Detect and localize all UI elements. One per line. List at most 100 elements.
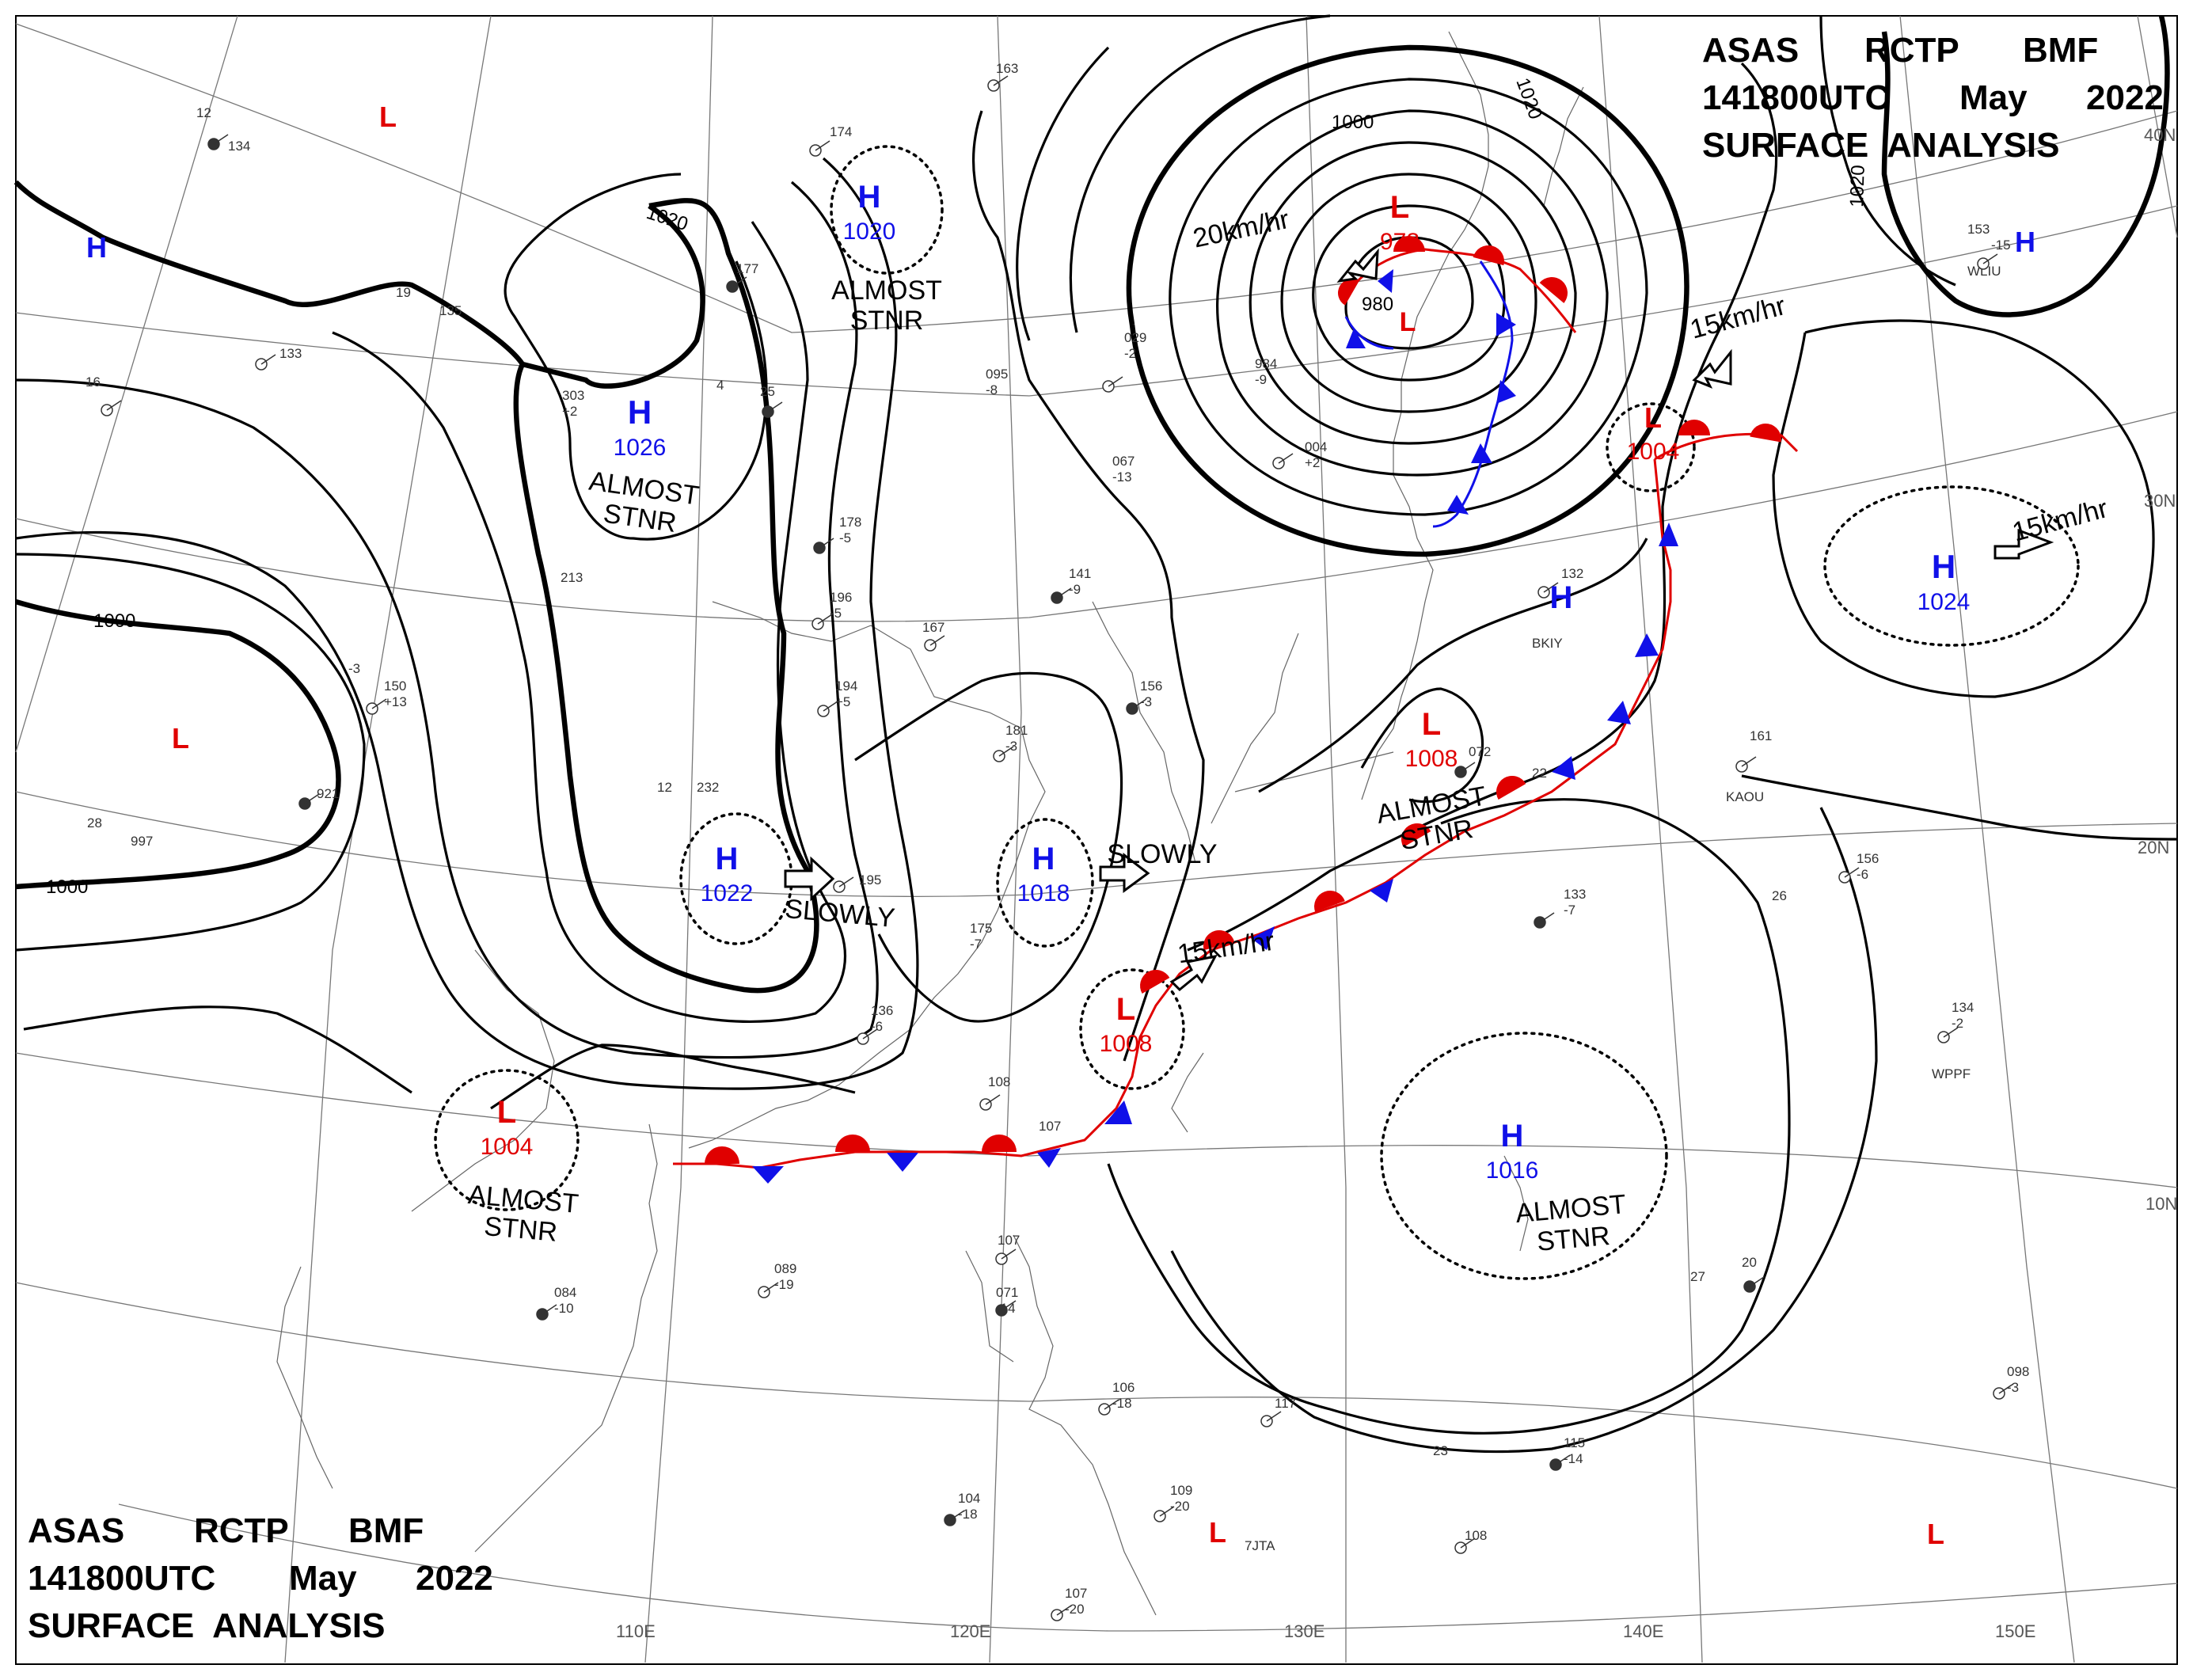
svg-text:133: 133: [1564, 887, 1586, 902]
high-center-10: H: [2015, 226, 2035, 258]
station-observations: 12 134 163 174 177 19 135 133 16 303 +2 …: [86, 61, 2029, 1617]
svg-text:194: 194: [835, 678, 857, 694]
svg-text:167: 167: [922, 620, 944, 635]
svg-text:25: 25: [760, 384, 775, 399]
svg-text:-9: -9: [1255, 372, 1267, 387]
wind-barb: [1266, 1411, 1282, 1422]
low-center-14: L: [1116, 992, 1135, 1027]
svg-text:130E: 130E: [1284, 1621, 1325, 1641]
header-bottom: ASAS RCTP BMF 141800UTC May 2022 SURFACE…: [28, 1511, 493, 1645]
svg-text:-18: -18: [958, 1507, 978, 1522]
svg-text:22: 22: [1532, 766, 1547, 781]
svg-text:1000: 1000: [46, 876, 88, 898]
svg-text:196: 196: [830, 590, 852, 605]
wind-barb: [985, 1094, 1001, 1105]
svg-text:098: 098: [2007, 1364, 2029, 1379]
svg-text:104: 104: [958, 1491, 980, 1506]
svg-text:108: 108: [988, 1074, 1010, 1089]
svg-text:134: 134: [1952, 1000, 1974, 1015]
center-pressure-16: 1016: [1486, 1157, 1539, 1184]
wind-barb: [823, 701, 838, 712]
svg-text:141: 141: [1069, 566, 1091, 581]
svg-text:120E: 120E: [950, 1621, 990, 1641]
svg-text:1000: 1000: [93, 610, 135, 632]
svg-text:213: 213: [561, 570, 583, 585]
wind-barb: [1104, 1399, 1119, 1410]
svg-text:SURFACE ANALYSIS: SURFACE ANALYSIS: [28, 1606, 386, 1645]
svg-text:115: 115: [1564, 1435, 1585, 1450]
wind-barb: [213, 134, 229, 145]
svg-text:4: 4: [716, 378, 724, 393]
motion-note-9: ALMOSTSTNR: [464, 1180, 580, 1249]
svg-text:+5: +5: [835, 694, 850, 709]
wind-barb: [998, 746, 1014, 757]
svg-text:-2: -2: [1952, 1016, 1963, 1031]
wind-barb: [304, 793, 320, 804]
svg-text:ASAS: ASAS: [1702, 31, 1799, 70]
svg-text:153: 153: [1967, 222, 1990, 237]
svg-text:107: 107: [1039, 1119, 1061, 1134]
svg-text:-10: -10: [554, 1301, 574, 1316]
wind-barb: [260, 354, 276, 365]
center-pressure-5: 978: [1380, 229, 1420, 255]
header-top: ASAS RCTP BMF 141800UTC May 2022 SURFACE…: [1702, 31, 2164, 165]
arrow-2: [1692, 348, 1732, 389]
svg-text:-3: -3: [348, 661, 360, 676]
svg-text:133: 133: [279, 346, 302, 361]
svg-text:135: 135: [439, 303, 462, 318]
svg-text:984: 984: [1255, 356, 1277, 371]
svg-text:150E: 150E: [1995, 1621, 2035, 1641]
center-pressure-2: 1020: [843, 219, 896, 245]
svg-text:+2: +2: [562, 404, 577, 419]
high-center-3: H: [628, 393, 652, 431]
svg-text:-20: -20: [1170, 1499, 1190, 1514]
svg-text:2022: 2022: [416, 1559, 493, 1598]
wind-barb: [1539, 912, 1555, 923]
svg-text:-15: -15: [1991, 238, 2011, 253]
svg-text:071: 071: [996, 1285, 1018, 1300]
svg-text:141800UTC: 141800UTC: [1702, 78, 1890, 117]
svg-text:163: 163: [996, 61, 1018, 76]
wind-barb: [1943, 1027, 1959, 1038]
low-center-18: L: [1927, 1518, 1944, 1550]
svg-text:+2: +2: [1305, 455, 1320, 470]
svg-text:BMF: BMF: [348, 1511, 424, 1550]
svg-text:117: 117: [1275, 1396, 1296, 1411]
arrow-6: [1169, 954, 1218, 992]
wind-barb: [1159, 1506, 1175, 1517]
high-center-9: H: [1932, 548, 1955, 585]
center-pressure-13: 1018: [1017, 880, 1070, 907]
wind-barb: [1998, 1383, 2014, 1394]
svg-text:110E: 110E: [616, 1621, 656, 1641]
svg-text:072: 072: [1469, 744, 1491, 759]
svg-text:084: 084: [554, 1285, 576, 1300]
high-center-16: H: [1501, 1119, 1524, 1154]
wind-barb: [993, 75, 1009, 86]
svg-text:-14: -14: [1564, 1451, 1583, 1466]
svg-text:141800UTC: 141800UTC: [28, 1559, 215, 1598]
svg-text:20: 20: [1742, 1255, 1757, 1270]
fronts: [673, 236, 1799, 1184]
center-pressure-14: 1008: [1100, 1031, 1153, 1057]
wind-barb: [1460, 762, 1476, 773]
svg-text:156: 156: [1140, 678, 1162, 694]
svg-text:132: 132: [1561, 566, 1583, 581]
high-center-13: H: [1032, 842, 1055, 876]
svg-text:161: 161: [1750, 728, 1772, 743]
svg-text:109: 109: [1170, 1483, 1192, 1498]
wind-barb: [817, 614, 833, 625]
low-center-8: L: [1644, 401, 1662, 434]
svg-text:107: 107: [998, 1233, 1020, 1248]
svg-text:134: 134: [228, 139, 250, 154]
svg-text:107: 107: [1065, 1586, 1087, 1601]
svg-text:-7: -7: [1564, 903, 1575, 918]
svg-text:-20: -20: [1065, 1602, 1085, 1617]
svg-text:-8: -8: [986, 382, 998, 397]
svg-text:-5: -5: [830, 606, 842, 621]
center-pressure-9: 1024: [1917, 589, 1971, 615]
svg-text:2022: 2022: [2086, 78, 2164, 117]
low-center-6: L: [1400, 307, 1416, 337]
wind-barb: [763, 1282, 779, 1293]
wind-barb: [732, 276, 747, 287]
svg-text:029: 029: [1124, 330, 1146, 345]
